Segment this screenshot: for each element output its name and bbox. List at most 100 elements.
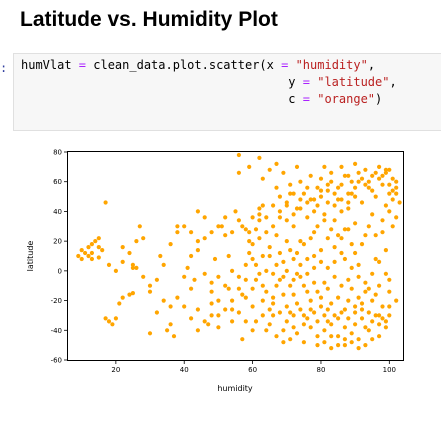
- data-point: [339, 310, 344, 315]
- data-point: [260, 253, 265, 259]
- data-point: [267, 322, 272, 327]
- data-point: [390, 176, 395, 181]
- cell-prompt: :: [0, 61, 8, 75]
- data-point: [312, 209, 317, 214]
- data-point: [236, 218, 241, 223]
- data-point: [120, 295, 125, 300]
- data-point: [168, 322, 173, 327]
- data-point: [130, 262, 135, 267]
- code-token: clean_data.plot.scatter(x: [86, 58, 282, 72]
- data-point: [250, 304, 255, 309]
- data-point: [250, 328, 255, 333]
- data-point: [346, 191, 351, 196]
- data-point: [342, 307, 347, 312]
- data-point: [298, 206, 303, 211]
- data-point: [356, 337, 361, 342]
- data-point: [134, 265, 139, 270]
- data-point: [315, 203, 320, 208]
- data-point: [127, 250, 132, 256]
- data-point: [332, 245, 337, 250]
- data-point: [356, 262, 361, 267]
- data-point: [294, 331, 300, 336]
- data-point: [336, 316, 341, 321]
- data-point: [202, 271, 207, 276]
- data-point: [359, 316, 365, 321]
- code-token: =: [281, 58, 289, 72]
- data-point: [223, 233, 228, 238]
- data-point: [312, 230, 317, 235]
- data-point: [281, 292, 286, 297]
- data-point: [168, 242, 173, 247]
- data-point: [195, 307, 200, 312]
- data-point: [387, 289, 392, 294]
- data-point: [377, 322, 382, 327]
- data-point: [284, 304, 289, 309]
- data-point: [260, 313, 265, 318]
- data-point: [390, 188, 395, 193]
- data-point: [154, 310, 159, 315]
- data-point: [277, 194, 282, 199]
- data-point: [243, 227, 248, 232]
- data-point: [339, 182, 344, 187]
- data-point: [305, 185, 310, 190]
- data-point: [277, 250, 282, 256]
- data-point: [370, 173, 375, 178]
- data-point: [247, 250, 252, 256]
- data-point: [271, 301, 276, 306]
- data-point: [247, 164, 252, 169]
- data-point: [294, 271, 300, 276]
- data-point: [274, 185, 279, 190]
- data-point: [216, 298, 221, 303]
- data-point: [377, 176, 382, 181]
- data-point: [195, 239, 200, 244]
- y-tick-label: 80: [53, 149, 62, 157]
- data-point: [281, 170, 286, 175]
- data-point: [322, 313, 327, 318]
- data-point: [342, 337, 347, 342]
- data-point: [322, 164, 327, 169]
- data-point: [106, 319, 112, 324]
- code-line-1: humVlat = clean_data.plot.scatter(x = "h…: [21, 57, 375, 74]
- data-point: [380, 182, 385, 187]
- data-point: [182, 304, 187, 309]
- data-point: [288, 337, 293, 342]
- data-point: [267, 307, 272, 312]
- data-point: [312, 280, 317, 285]
- data-point: [301, 313, 306, 318]
- code-cell[interactable]: humVlat = clean_data.plot.scatter(x = "h…: [13, 53, 441, 131]
- x-tick-label: 40: [180, 366, 189, 374]
- data-point: [377, 334, 382, 339]
- data-point: [291, 212, 296, 217]
- data-point: [349, 179, 354, 184]
- data-point: [301, 191, 306, 196]
- y-axis-label: latitude: [26, 241, 35, 272]
- data-point: [346, 227, 351, 232]
- data-point: [322, 340, 327, 345]
- data-point: [257, 271, 262, 276]
- data-point: [189, 316, 194, 321]
- data-point: [141, 274, 146, 279]
- data-point: [209, 301, 214, 306]
- data-point: [322, 218, 327, 223]
- data-point: [312, 310, 317, 315]
- code-token: c: [21, 92, 303, 106]
- y-tick-label: -60: [51, 357, 62, 365]
- data-point: [387, 167, 392, 172]
- data-point: [356, 170, 361, 175]
- data-point: [260, 283, 265, 288]
- data-point: [332, 313, 337, 318]
- data-point: [294, 164, 300, 169]
- data-point: [380, 173, 385, 178]
- data-point: [363, 343, 368, 348]
- data-point: [315, 289, 320, 294]
- data-point: [247, 230, 252, 235]
- data-point: [359, 301, 365, 306]
- data-point: [370, 212, 375, 217]
- data-point: [257, 218, 262, 223]
- data-point: [349, 265, 354, 270]
- data-point: [89, 250, 94, 256]
- data-point: [294, 301, 300, 306]
- data-point: [342, 256, 347, 262]
- data-point: [377, 164, 382, 169]
- data-point: [373, 313, 378, 318]
